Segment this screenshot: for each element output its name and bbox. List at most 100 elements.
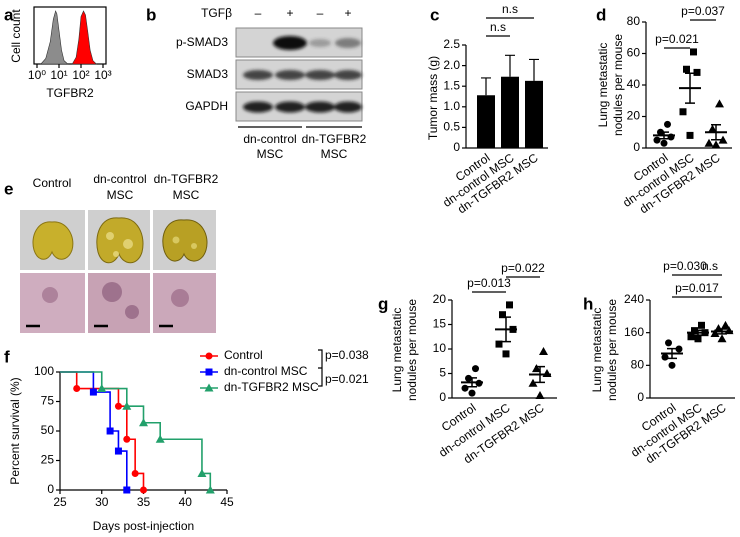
treatment-label: TGFβ [201,6,232,20]
image-label: Control [33,176,72,190]
image-label: dn-TGFBR2 [154,172,219,186]
band [334,70,362,80]
sem-bar [467,377,477,388]
y-axis-label: nodules per mouse [611,34,625,136]
error-bar [529,58,539,81]
comparison-label: p=0.013 [467,276,511,290]
y-tick-label: 0 [453,140,460,154]
data-point [528,378,538,387]
plot-frame [33,6,107,65]
comparison-label: p=0.037 [681,4,725,18]
survival-marker [197,468,207,477]
sem-bar [711,123,721,141]
survival-marker [131,469,139,477]
y-tick-label: 75 [41,394,55,408]
survival-marker [114,447,122,455]
sem-bar [501,316,511,343]
error-bar [481,77,491,96]
legend-label: Control [224,348,263,362]
data-point [718,135,728,144]
nodule [113,251,119,257]
band [275,101,305,113]
group-label: dn-TGFBR2 [302,132,367,146]
survival-step [60,371,103,389]
survival-marker [73,385,81,393]
survival-marker [123,435,131,443]
nodule [123,239,133,249]
panel-letter: f [4,347,10,366]
blot-bands [243,36,362,113]
survival-marker [122,401,132,410]
x-tick-label: 30 [95,495,109,509]
legend-marker [204,383,214,392]
y-tick-label: 60 [627,46,641,60]
y-tick-label: 0 [633,140,640,154]
data-point [715,99,724,108]
survival-step [76,387,120,407]
y-axis-label: Lung metastatic [590,308,604,393]
y-tick-label: 80 [627,14,641,28]
treatment: + [286,6,293,20]
y-axis-label: Lung metastatic [596,43,610,128]
survival-marker [123,486,131,494]
survival-step [143,421,161,440]
data-point [687,333,695,341]
panel-letter: a [4,5,14,24]
group-label: MSC [257,147,284,161]
y-tick-label: 1.0 [443,99,460,113]
x-tick-label: 40 [179,495,193,509]
x-axis-label: Days post-injection [93,519,194,533]
band [273,36,307,50]
y-tick-label: 0 [47,482,54,496]
data-point [711,140,721,149]
data-point [694,335,702,343]
lesion [102,282,122,302]
survival-marker [97,384,107,393]
band [305,70,335,80]
data-point [721,320,730,329]
survival-step [201,472,212,490]
sem-bar [717,328,727,335]
data-point [506,301,513,309]
y-axis-label: nodules per mouse [605,299,619,401]
x-tick-label: 10¹ [50,68,67,82]
comparison-label: p=0.030 [663,259,707,273]
survival-step [126,405,145,423]
bar [525,80,543,148]
y-tick-label: 10 [433,341,447,355]
x-axis-label: TGFBR2 [46,86,94,100]
panel-letter: b [146,5,156,24]
data-point [472,365,479,373]
comparison-label: p=0.022 [501,261,545,275]
survival-step [118,450,128,490]
y-tick-label: 25 [41,453,55,467]
data-point [461,384,469,392]
blot-row-label: GAPDH [185,99,228,113]
data-point [532,364,541,373]
data-point [661,353,669,361]
image-label: dn-control [93,172,146,186]
p-value: p=0.021 [325,372,369,386]
y-tick-label: 0 [637,390,644,404]
nodule [106,232,114,240]
y-axis-label: nodules per mouse [405,299,419,401]
x-tick-label: 35 [137,495,151,509]
data-point [693,68,701,76]
histogram-area [40,10,69,65]
comparison-label: n.s [502,2,518,16]
x-tick-label: 10³ [94,68,111,82]
y-tick-label: 20 [433,292,447,306]
data-point [542,369,552,377]
data-point [683,65,690,73]
data-point [710,328,720,337]
nodule [172,236,180,244]
comparison-label: p=0.017 [675,281,719,295]
data-point [714,324,723,333]
survival-marker [139,418,148,427]
data-point [690,48,697,56]
treatment: – [317,6,324,20]
survival-step [118,405,128,440]
y-tick-label: 160 [624,325,644,339]
